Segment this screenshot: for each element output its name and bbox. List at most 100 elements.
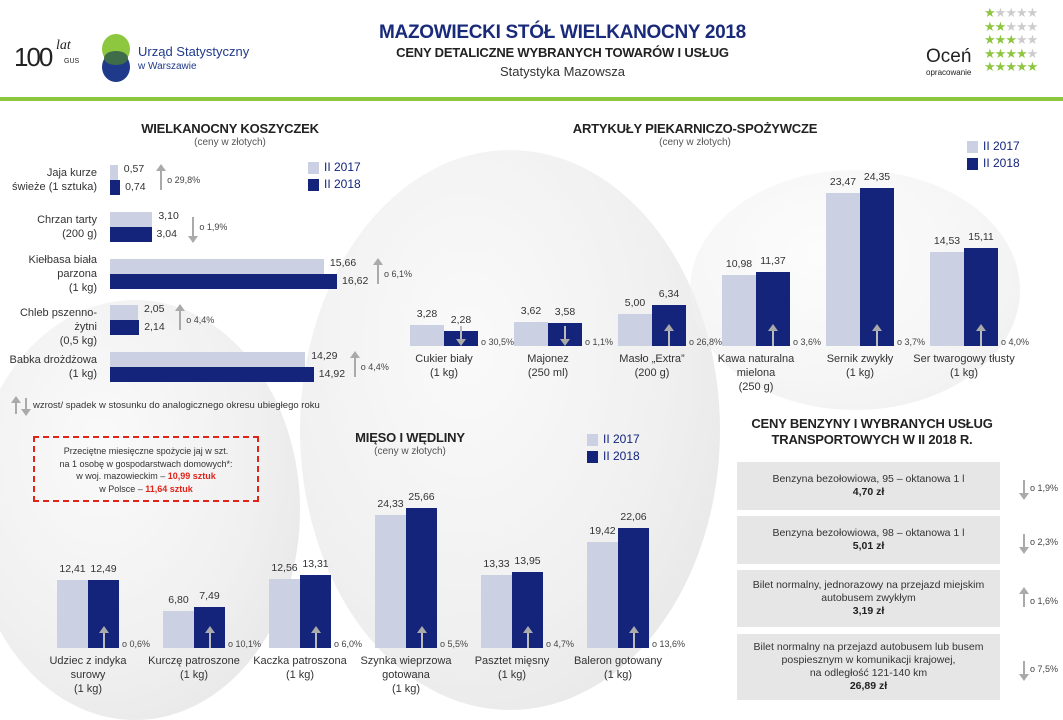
meat-legend: II 2017 II 2018	[587, 431, 640, 465]
change-label: o 1,9%	[199, 222, 228, 232]
rating-row[interactable]: ★★★★★	[984, 32, 1038, 47]
category-label: Babka drożdżowa (1 kg)	[9, 354, 97, 380]
legend-2017: II 2017	[967, 138, 1020, 155]
rating-row[interactable]: ★★★★★	[984, 45, 1038, 61]
value-label-2018: 7,49	[199, 590, 220, 603]
value-label-2018: 22,06	[620, 510, 647, 523]
value-label-2018: 16,62	[342, 275, 369, 287]
arrow-up-icon	[11, 396, 21, 414]
value-label-2017: 14,53	[933, 234, 961, 247]
value-label-2017: 6,80	[168, 593, 189, 606]
bar-2017	[110, 352, 306, 367]
legend-2018: II 2018	[587, 448, 640, 465]
arrow-up-icon	[664, 324, 674, 346]
change-label: o 0,6%	[122, 639, 151, 649]
value-label-2017: 3,10	[158, 210, 179, 222]
star-icon: ★	[994, 45, 1007, 61]
series-name: Statystyka Mazowsza	[500, 64, 625, 79]
value-label-2017: 24,33	[377, 498, 404, 511]
rating-row[interactable]: ★★★★★	[984, 5, 1038, 20]
bar-2018	[110, 320, 140, 335]
star-icon: ★	[1005, 18, 1017, 34]
category-label: Pasztet mięsny (1 kg)	[474, 655, 550, 681]
arrow-up-icon	[373, 258, 384, 284]
value-label-2017: 2,05	[144, 303, 165, 315]
meat-chart-title: MIĘSO I WĘDLINY	[355, 430, 465, 445]
category-label: Ser twarogowy tłusty (1 kg)	[913, 353, 1015, 379]
star-icon: ★	[1005, 5, 1017, 20]
transport-item-label: Bilet normalny na przejazd autobusem lub…	[753, 641, 984, 679]
legend-2017: II 2017	[308, 159, 361, 176]
star-icon: ★	[1015, 32, 1028, 47]
logo-100: 100	[14, 42, 53, 72]
star-icon: ★	[994, 32, 1007, 47]
arrow-up-icon	[175, 304, 186, 330]
egg-box-line3: w woj. mazowieckim – 10,99 sztuk	[76, 471, 216, 481]
arrow-legend: wzrost/ spadek w stosunku do analogiczne…	[10, 396, 430, 416]
category-label: Kaczka patroszona (1 kg)	[253, 655, 347, 681]
change-label: o 2,3%	[1030, 537, 1059, 547]
star-icon: ★	[994, 59, 1007, 74]
category-label: Udziec z indyka surowy (1 kg)	[49, 655, 127, 695]
legend-2017: II 2017	[587, 431, 640, 448]
category-label: Majonez (250 ml)	[527, 353, 569, 379]
category-label: Kurczę patroszone (1 kg)	[148, 655, 240, 681]
rating-stars[interactable]: ★★★★★ ★★★★★ ★★★★★ ★★★★★ ★★★★★	[984, 5, 1038, 74]
arrow-down-icon	[188, 217, 199, 243]
basket-chart-subtitle: (ceny w złotych)	[194, 137, 266, 148]
bakery-legend: II 2017 II 2018	[967, 138, 1020, 172]
bar-2017	[722, 274, 756, 346]
value-label-2018: 3,04	[156, 228, 177, 240]
arrow-down-icon	[21, 398, 31, 416]
change-label: o 7,5%	[1030, 664, 1059, 674]
arrow-up-icon	[156, 164, 167, 190]
bar-2017	[618, 313, 652, 346]
bar-2017	[110, 212, 153, 227]
transport-item-label: Bilet normalny, jednorazowy na przejazd …	[752, 579, 985, 604]
egg-box-line4: w Polsce – 11,64 sztuk	[99, 483, 193, 494]
arrow-up-icon	[522, 626, 533, 648]
value-label-2017: 14,29	[311, 350, 338, 362]
value-label-2018: 2,14	[144, 321, 165, 333]
bar-2017	[57, 580, 88, 648]
star-icon: ★	[1015, 45, 1028, 61]
change-label: o 26,8%	[689, 337, 723, 347]
change-label: o 10,1%	[228, 639, 262, 649]
arrow-up-icon	[976, 324, 986, 346]
transport-item-label: Benzyna bezołowiowa, 98 – oktanowa 1 l	[772, 527, 965, 539]
arrow-down-icon	[1019, 534, 1029, 554]
value-label-2017: 19,42	[589, 524, 616, 537]
transport-title: CENY BENZYNY I WYBRANYCH USŁUG TRANSPORT…	[751, 416, 993, 447]
bakery-chart-title: ARTYKUŁY PIEKARNICZO-SPOŻYWCZE	[572, 121, 818, 136]
legend-swatch-2018	[308, 178, 319, 191]
star-icon: ★	[1015, 59, 1028, 74]
rate-label: Oceń	[926, 46, 972, 67]
value-label-2017: 13,33	[483, 558, 510, 571]
value-label-2018: 6,34	[658, 287, 680, 300]
logo-lat: lat	[56, 38, 71, 53]
value-label-2018: 24,35	[863, 170, 891, 183]
change-label: o 13,6%	[652, 639, 686, 649]
value-label-2018: 14,92	[318, 368, 346, 380]
value-label-2018: 12,49	[90, 562, 117, 575]
change-label: o 6,0%	[334, 639, 363, 649]
category-label: Chrzan tarty (200 g)	[37, 214, 97, 240]
change-label: o 4,7%	[546, 639, 575, 649]
value-label-2017: 3,62	[520, 305, 542, 318]
star-icon: ★	[1005, 59, 1017, 74]
value-label-2017: 0,57	[123, 163, 145, 175]
change-label: o 6,1%	[384, 269, 413, 279]
star-icon: ★	[984, 18, 996, 34]
star-icon: ★	[1005, 32, 1017, 47]
arrow-down-icon	[456, 326, 466, 346]
egg-box-line2: na 1 osobę w gospodarstwach domowych*:	[59, 458, 233, 469]
arrow-down-icon	[560, 326, 570, 346]
rating-row[interactable]: ★★★★★	[984, 59, 1038, 74]
category-label: Sernik zwykły (1 kg)	[826, 353, 894, 379]
change-label: o 1,6%	[1030, 595, 1059, 606]
transport-item-label: Benzyna bezołowiowa, 95 – oktanowa 1 l	[772, 473, 965, 485]
bar-2017	[826, 193, 860, 346]
rating-row[interactable]: ★★★★★	[984, 18, 1038, 34]
star-icon: ★	[1015, 5, 1028, 20]
rate-widget[interactable]: Oceń opracowanie ★★★★★ ★★★★★ ★★★★★ ★★★★★ ★★★…	[922, 6, 1062, 81]
